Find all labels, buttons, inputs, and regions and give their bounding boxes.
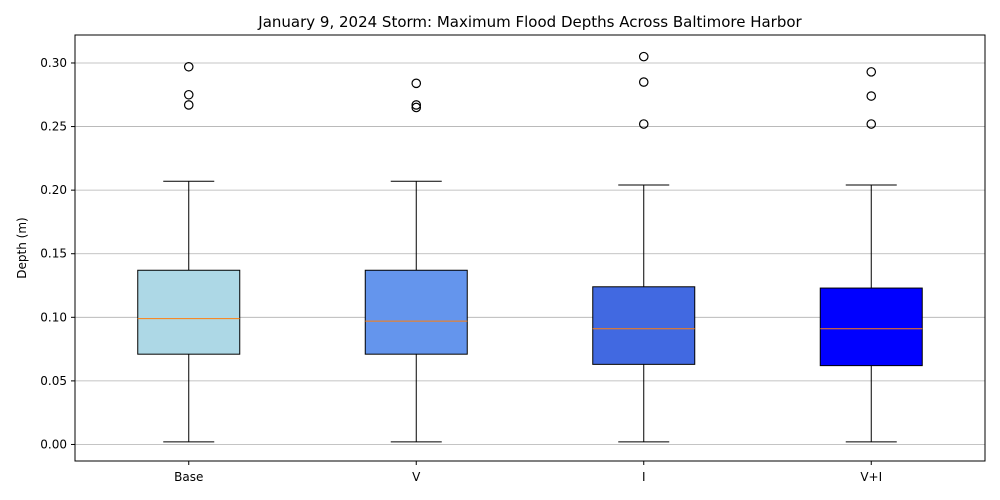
x-tick-label: Base	[174, 470, 203, 484]
x-tick-label: V	[412, 470, 421, 484]
outlier-point	[411, 102, 422, 113]
outlier-point	[183, 61, 194, 72]
plot-frame	[74, 34, 986, 462]
outlier-point	[638, 77, 649, 87]
y-tick-label: 0.05	[40, 374, 67, 388]
y-tick-label: 0.10	[40, 310, 67, 324]
box-group	[137, 51, 923, 443]
chart-title: January 9, 2024 Storm: Maximum Flood Dep…	[257, 13, 802, 31]
y-tick-label: 0.00	[40, 437, 67, 451]
outlier-point	[183, 89, 194, 100]
outlier-point	[866, 91, 877, 101]
y-tick-label: 0.15	[40, 247, 67, 261]
box-v-i	[819, 67, 923, 443]
outlier-point	[866, 119, 877, 129]
iqr-box	[819, 287, 923, 367]
outlier-point	[638, 119, 649, 129]
y-axis: 0.00 0.05 0.10 0.15 0.20 0.25 0.30	[40, 56, 75, 451]
outlier-point	[866, 67, 877, 77]
iqr-box	[592, 286, 696, 365]
outlier-point	[411, 78, 422, 89]
y-tick-label: 0.20	[40, 183, 67, 197]
y-tick-label: 0.30	[40, 56, 67, 70]
box-v	[364, 78, 468, 443]
x-axis: Base V I V+I	[174, 461, 882, 484]
box-i	[592, 51, 696, 443]
outlier-point	[183, 100, 194, 110]
x-tick-label: V+I	[860, 470, 882, 484]
y-axis-label: Depth (m)	[15, 217, 29, 278]
iqr-box	[137, 269, 241, 355]
iqr-box	[364, 269, 468, 355]
y-tick-label: 0.25	[40, 120, 67, 134]
x-tick-label: I	[642, 470, 646, 484]
outlier-point	[411, 100, 422, 110]
grid-lines	[75, 62, 985, 445]
box-base	[137, 61, 241, 443]
outlier-point	[638, 51, 649, 62]
